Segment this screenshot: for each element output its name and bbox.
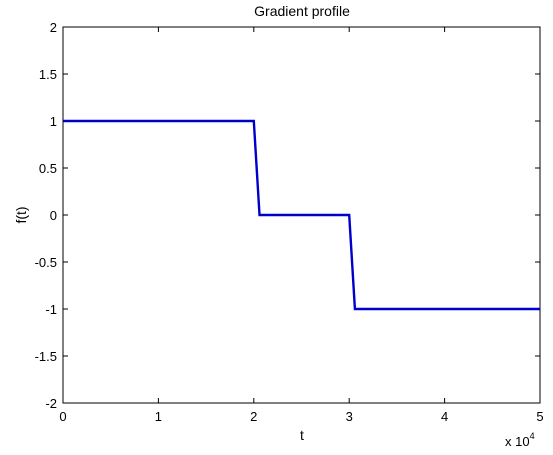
y-tick-label: 0	[50, 208, 57, 223]
y-tick-label: 0.5	[39, 161, 57, 176]
x-tick-label: 0	[59, 409, 66, 424]
x-tick-label: 2	[250, 409, 257, 424]
series-line	[63, 119, 540, 311]
x-multiplier-label: x 104	[505, 431, 535, 449]
y-tick-label: 2	[50, 20, 57, 35]
x-multiplier-base: x 10	[505, 434, 530, 449]
ticks-layer: 0 1 2 3 4 5 2 1.5 1 0.5 0 -0.5 -1 -1.5 -2	[35, 20, 544, 424]
y-tick-label: -2	[45, 396, 57, 411]
y-tick-label: 1	[50, 114, 57, 129]
y-axis-label: f(t)	[13, 206, 29, 223]
x-tick-label: 5	[536, 409, 543, 424]
y-tick-label: -1.5	[35, 349, 57, 364]
y-tick-label: -0.5	[35, 255, 57, 270]
y-tick-label: 1.5	[39, 67, 57, 82]
chart-title: Gradient profile	[254, 3, 350, 19]
x-tick-label: 1	[155, 409, 162, 424]
y-tick-label: -1	[45, 302, 57, 317]
x-multiplier-exponent: 4	[530, 431, 535, 441]
series-layer	[63, 119, 540, 311]
x-tick-label: 4	[441, 409, 448, 424]
x-axis-label: t	[300, 427, 304, 443]
x-tick-label: 3	[346, 409, 353, 424]
